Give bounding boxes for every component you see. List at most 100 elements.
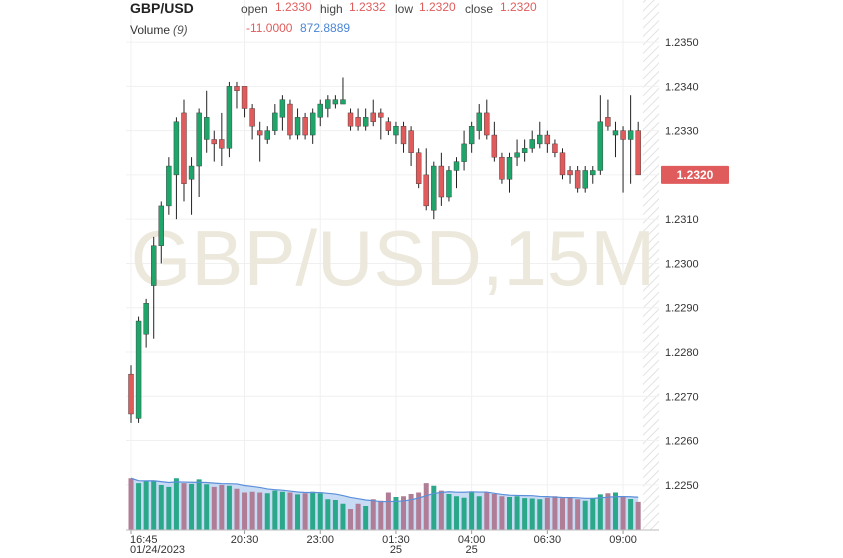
candle-body (226, 86, 233, 149)
x-tick-label: 16:45 (130, 534, 158, 546)
volume-pane (128, 477, 641, 530)
volume-bar (332, 500, 338, 530)
volume-bar (173, 478, 179, 530)
volume-bar (582, 500, 588, 530)
candle-body (211, 139, 217, 145)
candle-body (559, 152, 566, 176)
candle-body (340, 99, 346, 105)
volume-bar (597, 494, 603, 530)
legend-label: high (320, 2, 343, 16)
volume-label: Volume (130, 23, 170, 37)
symbol-title: GBP/USD (130, 0, 194, 16)
candle-body (574, 170, 581, 189)
candle-body (151, 245, 157, 286)
volume-bar (249, 491, 255, 530)
volume-bar (522, 498, 528, 530)
volume-bar (529, 498, 535, 530)
candle-body (287, 103, 293, 136)
candle-body (309, 112, 316, 136)
candle-body (317, 103, 323, 118)
candle-body (158, 205, 164, 246)
candle-body (506, 156, 513, 180)
future-area (643, 0, 659, 530)
candle-body (544, 134, 551, 145)
candle-body (461, 143, 467, 162)
candle-body (491, 134, 498, 158)
volume-bar (143, 481, 149, 530)
candle-body (135, 320, 142, 419)
candle-body (431, 165, 437, 211)
candle-body (370, 112, 376, 122)
x-tick-label: 06:30 (534, 534, 562, 546)
volume-bar (431, 485, 437, 530)
candle-body (332, 99, 339, 105)
y-tick-label: 1.2290 (665, 303, 699, 315)
candle-body (173, 121, 180, 176)
legend-label: close (465, 2, 493, 16)
candle-body (423, 174, 429, 207)
candle-body (537, 134, 543, 145)
candle-body (468, 125, 475, 145)
candle-body (499, 156, 505, 180)
candle-body (438, 165, 445, 198)
candle-body (612, 130, 619, 136)
y-tick-label: 1.2250 (665, 480, 699, 492)
volume-bar (537, 499, 543, 530)
candle-body (181, 112, 187, 184)
candle-body (203, 117, 210, 140)
candle-body (256, 130, 263, 136)
y-tick-label: 1.2260 (665, 436, 699, 448)
candle-body (529, 139, 535, 149)
watermark: GBP/USD,15M (131, 214, 655, 302)
candle-body (627, 130, 634, 140)
volume-ma-value: 872.8889 (300, 21, 350, 35)
volume-bar (242, 492, 248, 530)
volume-bar (355, 503, 361, 530)
y-tick-label: 1.2280 (665, 347, 699, 359)
volume-bar (287, 492, 293, 530)
candle-body (249, 108, 255, 127)
y-tick-label: 1.2350 (665, 37, 699, 49)
volume-bar (257, 492, 263, 530)
candle-body (196, 112, 202, 167)
volume-bar (552, 496, 558, 530)
volume-bar (196, 479, 202, 530)
candle-body (294, 117, 301, 136)
volume-bar (605, 493, 611, 530)
candle-body (302, 117, 308, 136)
y-tick-label: 1.2270 (665, 391, 699, 403)
candle-body (415, 152, 422, 184)
volume-bar (438, 490, 444, 530)
volume-bar (264, 493, 270, 530)
volume-bar (302, 493, 308, 530)
volume-bar (340, 503, 346, 530)
candle-body (476, 112, 482, 131)
candle-body (378, 112, 384, 118)
volume-bar (279, 491, 285, 530)
candle-body (514, 152, 520, 158)
legend-value: 1.2330 (275, 0, 312, 14)
volume-bar (590, 498, 596, 530)
x-date-label: 25 (390, 544, 402, 556)
candle-body (453, 161, 460, 171)
candle-body (521, 148, 528, 153)
volume-bar (507, 497, 512, 530)
volume-bar (461, 497, 467, 530)
candle-body (582, 170, 588, 189)
volume-bar (484, 492, 490, 530)
candle-body (279, 99, 286, 118)
last-price-label: 1.2320 (677, 168, 714, 182)
volume-bar (295, 494, 301, 530)
volume-bar (189, 483, 195, 530)
candle-body (143, 303, 149, 335)
volume-bar (423, 483, 429, 530)
volume-bar (408, 494, 414, 530)
legend-value: 1.2320 (500, 0, 537, 14)
last-price-tag (661, 165, 729, 184)
candle-body (597, 121, 604, 171)
candle-body (128, 373, 134, 415)
axes: 1.2250 1.2260 1.2270 1.2280 1.2290 1.2300 1.23… (126, 37, 729, 556)
volume-bar (272, 490, 278, 530)
volume-bar (204, 484, 210, 530)
volume-bar (454, 496, 460, 530)
